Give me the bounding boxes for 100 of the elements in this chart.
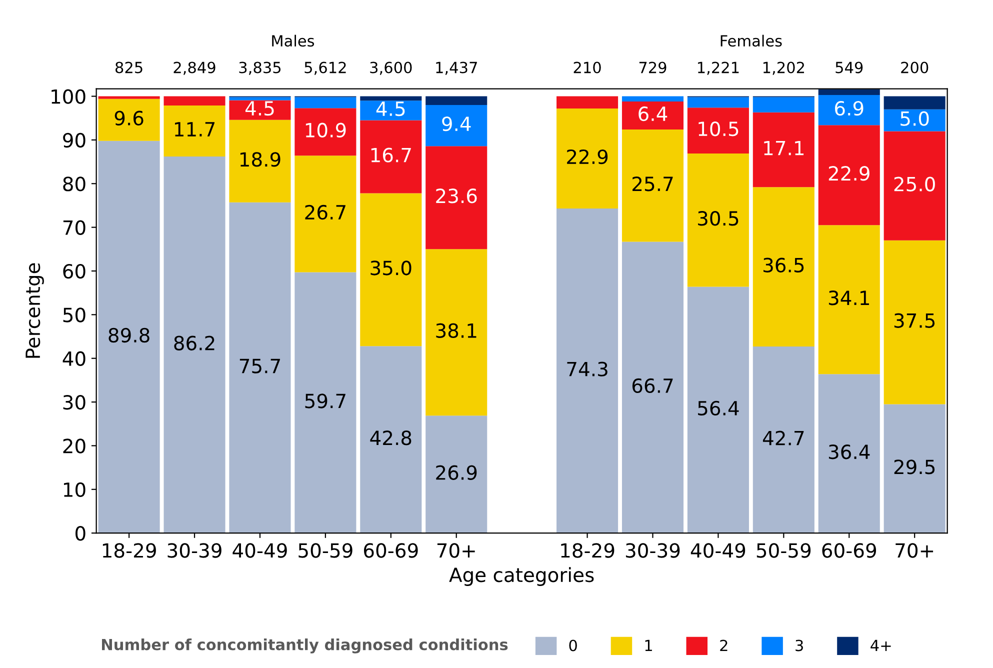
bar (752, 97, 814, 112)
bar (818, 374, 880, 534)
y-tick-label: 100 (52, 89, 86, 104)
data-label: 25.7 (632, 176, 673, 192)
data-label: 23.6 (436, 188, 477, 204)
text: 1,202 (763, 62, 804, 75)
text: 549 (836, 62, 863, 74)
legend-label: 3 (796, 640, 803, 652)
data-label: 89.8 (108, 328, 150, 343)
text: 1,437 (436, 62, 477, 75)
data-label: 42.7 (762, 430, 804, 446)
bar (818, 225, 880, 374)
data-label: 26.9 (436, 465, 477, 480)
bar (164, 156, 226, 534)
data-label: 26.7 (305, 204, 346, 220)
bar (556, 208, 618, 534)
text: 2,849 (174, 62, 216, 75)
data-label: 9.6 (114, 110, 144, 126)
bar (752, 112, 814, 188)
bar (752, 187, 814, 347)
data-label: 37.5 (894, 313, 935, 328)
x-tick-label: 60-69 (364, 543, 418, 558)
bar (752, 346, 814, 534)
x-axis-title: Age categories (449, 567, 594, 586)
data-label: 30.5 (698, 211, 738, 226)
y-tick-label: 90 (63, 132, 86, 148)
bar (426, 416, 488, 534)
y-tick-label: 10 (64, 482, 86, 498)
bar (229, 202, 291, 534)
bar (622, 96, 684, 102)
bar (818, 89, 880, 95)
legend-label: 2 (720, 640, 728, 652)
data-label: 34.1 (828, 290, 869, 306)
y-tick-label: 60 (63, 264, 86, 279)
data-label: 29.5 (894, 460, 935, 474)
text: 3,835 (239, 62, 281, 75)
text: 210 (574, 62, 601, 74)
legend-label: 1 (645, 640, 652, 652)
bar (687, 153, 749, 287)
bar (360, 193, 422, 346)
bar (622, 102, 684, 130)
data-label: 16.7 (371, 148, 411, 162)
data-label: 4.5 (245, 101, 274, 116)
x-tick-label: 60-69 (822, 543, 876, 558)
bar (622, 129, 684, 242)
bar (294, 97, 356, 108)
bar (360, 346, 422, 534)
x-tick-label: 18-29 (102, 543, 156, 558)
data-label: 9.4 (442, 116, 471, 132)
text: Females (720, 34, 782, 47)
bar (556, 108, 618, 209)
y-tick-label: 50 (63, 308, 86, 322)
bar (622, 242, 684, 534)
data-label: 35.0 (370, 260, 412, 276)
bar (884, 404, 946, 534)
data-label: 56.4 (698, 400, 739, 416)
data-label: 36.5 (764, 258, 804, 272)
x-tick-label: 30-39 (168, 543, 222, 558)
bar (98, 96, 160, 99)
text: 3,600 (370, 62, 412, 75)
data-label: 18.9 (240, 152, 280, 167)
data-label: 11.7 (175, 122, 214, 136)
x-tick-label: 50-59 (756, 543, 811, 558)
data-label: 86.2 (174, 336, 214, 350)
bar (229, 100, 291, 120)
data-label: 17.1 (764, 140, 804, 156)
bar (294, 272, 356, 534)
y-tick-label: 70 (63, 220, 86, 235)
y-axis-title: Percentge (26, 263, 44, 358)
x-tick-label: 18-29 (561, 543, 614, 558)
text: 729 (639, 62, 666, 74)
x-tick-label: 40-49 (232, 543, 287, 558)
data-label: 66.7 (632, 378, 673, 394)
bar (360, 100, 422, 120)
bar (98, 98, 160, 141)
bar (360, 120, 422, 194)
legend-label: 0 (569, 640, 577, 652)
x-tick-label: 30-39 (626, 543, 680, 558)
data-label: 36.4 (828, 444, 870, 460)
bar (164, 96, 226, 106)
bar (884, 131, 946, 240)
data-label: 10.5 (698, 121, 738, 136)
legend-title: Number of concomitantly diagnosed conditions (102, 638, 508, 654)
bar (687, 286, 749, 534)
y-tick-label: 30 (63, 394, 86, 410)
data-label: 5.0 (900, 111, 929, 126)
x-tick-label: 40-49 (690, 543, 746, 558)
text: Males (272, 34, 314, 47)
text: 825 (116, 62, 142, 74)
data-label: 10.9 (306, 122, 346, 138)
bar (360, 96, 422, 101)
data-label: 42.8 (370, 430, 412, 446)
bar (818, 125, 880, 226)
data-label: 4.5 (376, 102, 405, 116)
data-label: 59.7 (305, 394, 346, 408)
x-tick-label: 70+ (896, 543, 934, 558)
data-label: 38.1 (436, 323, 476, 338)
y-tick-label: 40 (62, 351, 86, 366)
text: 1,221 (698, 62, 739, 75)
data-label: 25.0 (894, 176, 935, 192)
